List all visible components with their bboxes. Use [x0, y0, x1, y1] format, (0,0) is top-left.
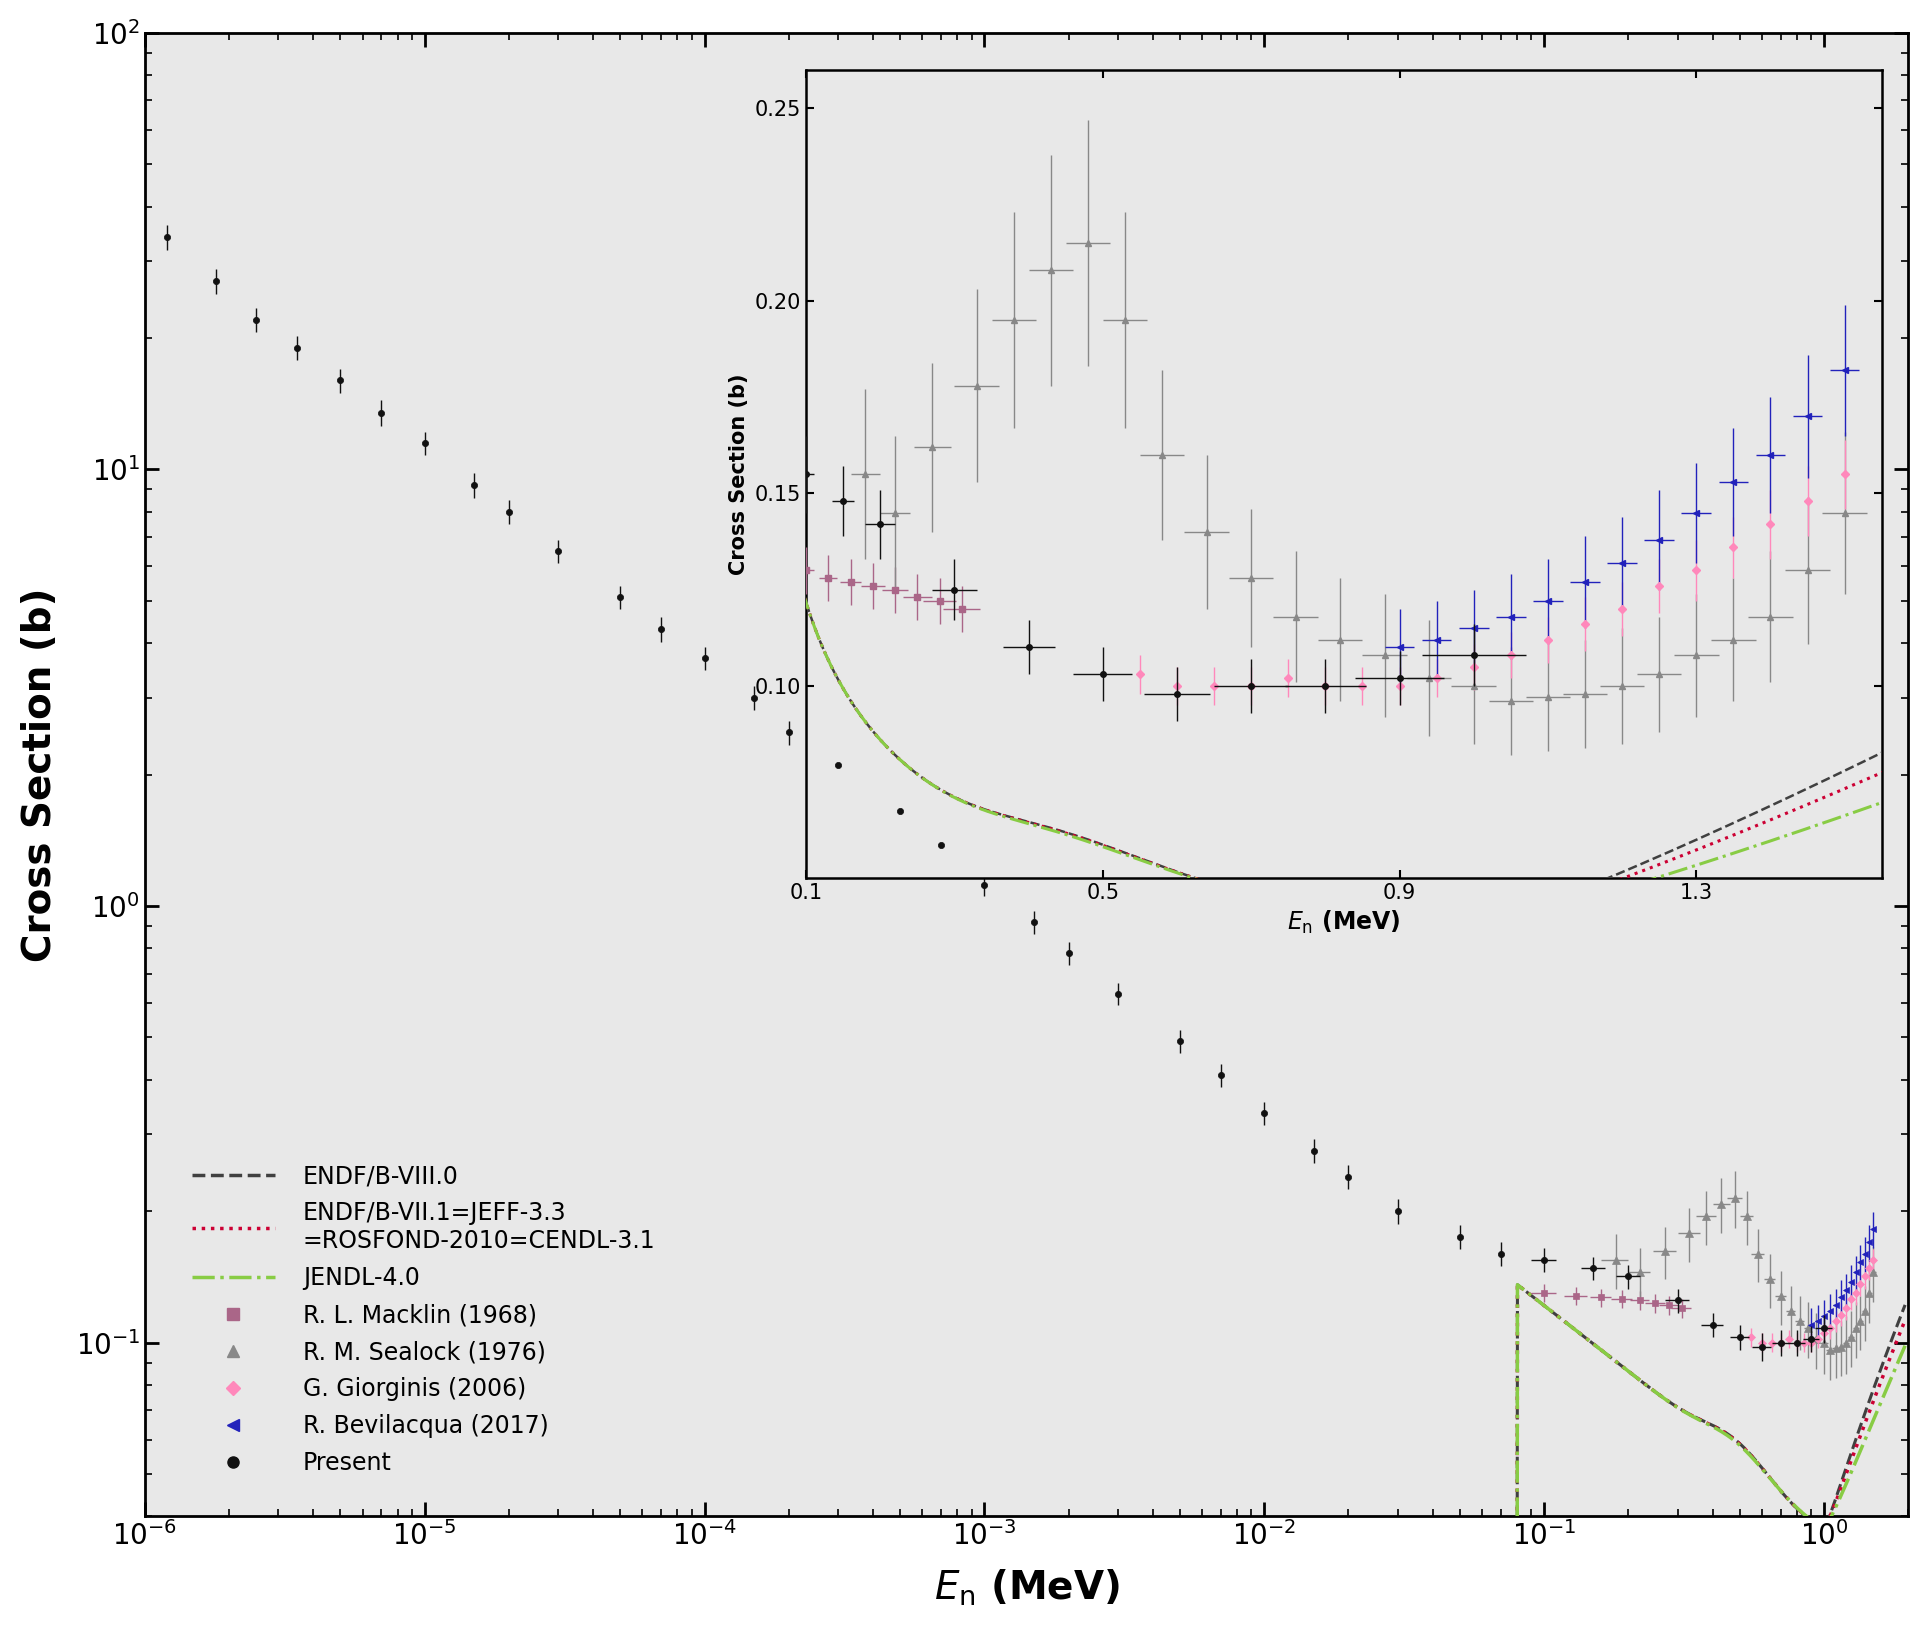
Legend: ENDF/B-VIII.0, ENDF/B-VII.1=JEFF-3.3
=ROSFOND-2010=CENDL-3.1, JENDL-4.0, R. L. M: ENDF/B-VIII.0, ENDF/B-VII.1=JEFF-3.3 =RO…: [191, 1165, 656, 1474]
X-axis label: $E_{\mathrm{n}}$ (MeV): $E_{\mathrm{n}}$ (MeV): [934, 1567, 1119, 1608]
Y-axis label: Cross Section (b): Cross Section (b): [21, 588, 58, 961]
